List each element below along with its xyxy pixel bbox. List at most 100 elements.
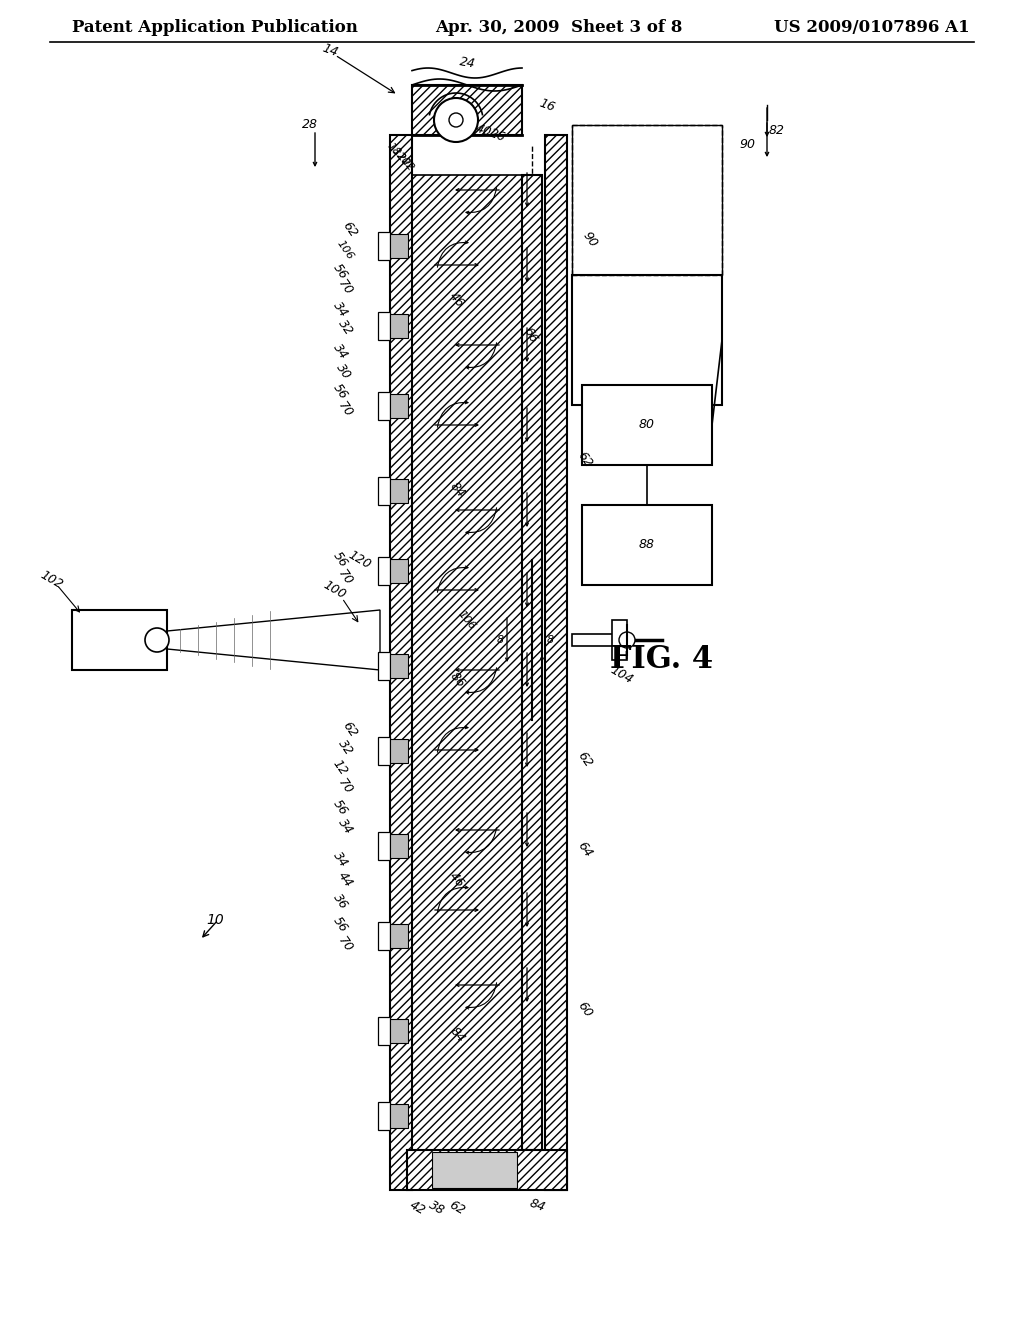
- Bar: [378, 832, 390, 861]
- Bar: [572, 125, 722, 275]
- Text: 62: 62: [340, 219, 359, 240]
- Text: 84: 84: [446, 479, 467, 500]
- Bar: [378, 737, 390, 766]
- Bar: [390, 739, 408, 763]
- Text: 56: 56: [330, 797, 350, 818]
- Text: 90: 90: [739, 139, 755, 152]
- Text: 22: 22: [399, 156, 417, 174]
- Text: 62: 62: [575, 450, 595, 470]
- Bar: [378, 921, 390, 950]
- Text: 34: 34: [330, 300, 350, 321]
- Text: 56: 56: [330, 549, 350, 570]
- Text: 36: 36: [330, 892, 350, 912]
- Text: US 2009/0107896 A1: US 2009/0107896 A1: [774, 18, 970, 36]
- Text: 12: 12: [389, 147, 407, 164]
- Bar: [572, 634, 627, 645]
- Text: 46: 46: [446, 289, 467, 310]
- Text: 62: 62: [446, 1199, 467, 1217]
- Bar: [390, 234, 408, 257]
- Bar: [72, 610, 167, 671]
- Circle shape: [145, 628, 169, 652]
- Polygon shape: [157, 610, 380, 671]
- Text: 104: 104: [608, 664, 636, 686]
- Text: 30: 30: [333, 362, 353, 383]
- Text: 62: 62: [340, 719, 359, 741]
- Text: Patent Application Publication: Patent Application Publication: [72, 18, 357, 36]
- Text: 34: 34: [335, 817, 355, 837]
- Text: 32: 32: [335, 738, 355, 758]
- Bar: [412, 84, 522, 135]
- Text: 14: 14: [321, 41, 340, 59]
- Text: 42: 42: [407, 1199, 427, 1217]
- Bar: [378, 312, 390, 341]
- Text: 88: 88: [639, 539, 655, 552]
- Text: FIG. 4: FIG. 4: [610, 644, 713, 676]
- Text: 102: 102: [38, 569, 66, 591]
- Bar: [582, 506, 712, 585]
- Bar: [390, 924, 408, 948]
- Text: 32: 32: [335, 318, 355, 338]
- Text: 34: 34: [330, 850, 350, 870]
- Text: 90: 90: [580, 230, 600, 251]
- Bar: [390, 1019, 408, 1043]
- Bar: [522, 176, 542, 1150]
- Bar: [577, 280, 717, 400]
- Text: 46: 46: [446, 870, 467, 890]
- Text: 70: 70: [335, 400, 355, 420]
- Text: 44: 44: [335, 870, 355, 890]
- Text: 8: 8: [547, 635, 554, 645]
- Bar: [390, 653, 408, 678]
- Text: 56: 56: [330, 261, 350, 282]
- Bar: [572, 275, 722, 405]
- Text: 70: 70: [335, 776, 355, 797]
- Text: 106: 106: [457, 609, 478, 631]
- Text: 60: 60: [575, 999, 595, 1020]
- Circle shape: [618, 632, 635, 648]
- Circle shape: [449, 114, 463, 127]
- Text: 10: 10: [206, 913, 224, 927]
- Bar: [432, 1152, 517, 1188]
- Bar: [378, 652, 390, 680]
- Bar: [378, 392, 390, 420]
- Text: 40: 40: [474, 121, 494, 139]
- Text: 106: 106: [335, 239, 355, 261]
- Bar: [390, 558, 408, 583]
- Bar: [378, 557, 390, 585]
- Text: 38: 38: [427, 1199, 447, 1217]
- Text: 16: 16: [538, 96, 557, 114]
- Text: 18: 18: [385, 141, 401, 158]
- Text: 70: 70: [335, 277, 355, 298]
- Bar: [390, 135, 412, 1191]
- Text: 8: 8: [497, 635, 504, 645]
- Bar: [378, 232, 390, 260]
- Text: 70: 70: [335, 568, 355, 589]
- Text: 66: 66: [520, 325, 540, 345]
- Text: 56: 56: [330, 381, 350, 403]
- Bar: [390, 479, 408, 503]
- Bar: [545, 135, 567, 1191]
- Bar: [378, 1102, 390, 1130]
- Bar: [378, 477, 390, 506]
- Bar: [412, 176, 522, 1150]
- Text: 20: 20: [394, 152, 412, 169]
- Text: 80: 80: [639, 418, 655, 432]
- Text: 56: 56: [330, 915, 350, 936]
- Text: 84: 84: [527, 1196, 547, 1214]
- Text: 84: 84: [446, 1024, 467, 1045]
- Text: 24: 24: [458, 55, 476, 71]
- Bar: [378, 1016, 390, 1045]
- Circle shape: [434, 98, 478, 143]
- Text: 34: 34: [330, 342, 350, 362]
- Bar: [390, 393, 408, 418]
- Text: 12: 12: [330, 758, 350, 779]
- Bar: [390, 834, 408, 858]
- Bar: [390, 314, 408, 338]
- Bar: [612, 620, 627, 660]
- Bar: [390, 1104, 408, 1129]
- Text: 70: 70: [335, 935, 355, 956]
- Text: 28: 28: [302, 119, 318, 132]
- Text: Apr. 30, 2009  Sheet 3 of 8: Apr. 30, 2009 Sheet 3 of 8: [435, 18, 682, 36]
- Bar: [407, 1150, 567, 1191]
- Text: 26: 26: [488, 127, 508, 144]
- Text: 86: 86: [446, 669, 467, 690]
